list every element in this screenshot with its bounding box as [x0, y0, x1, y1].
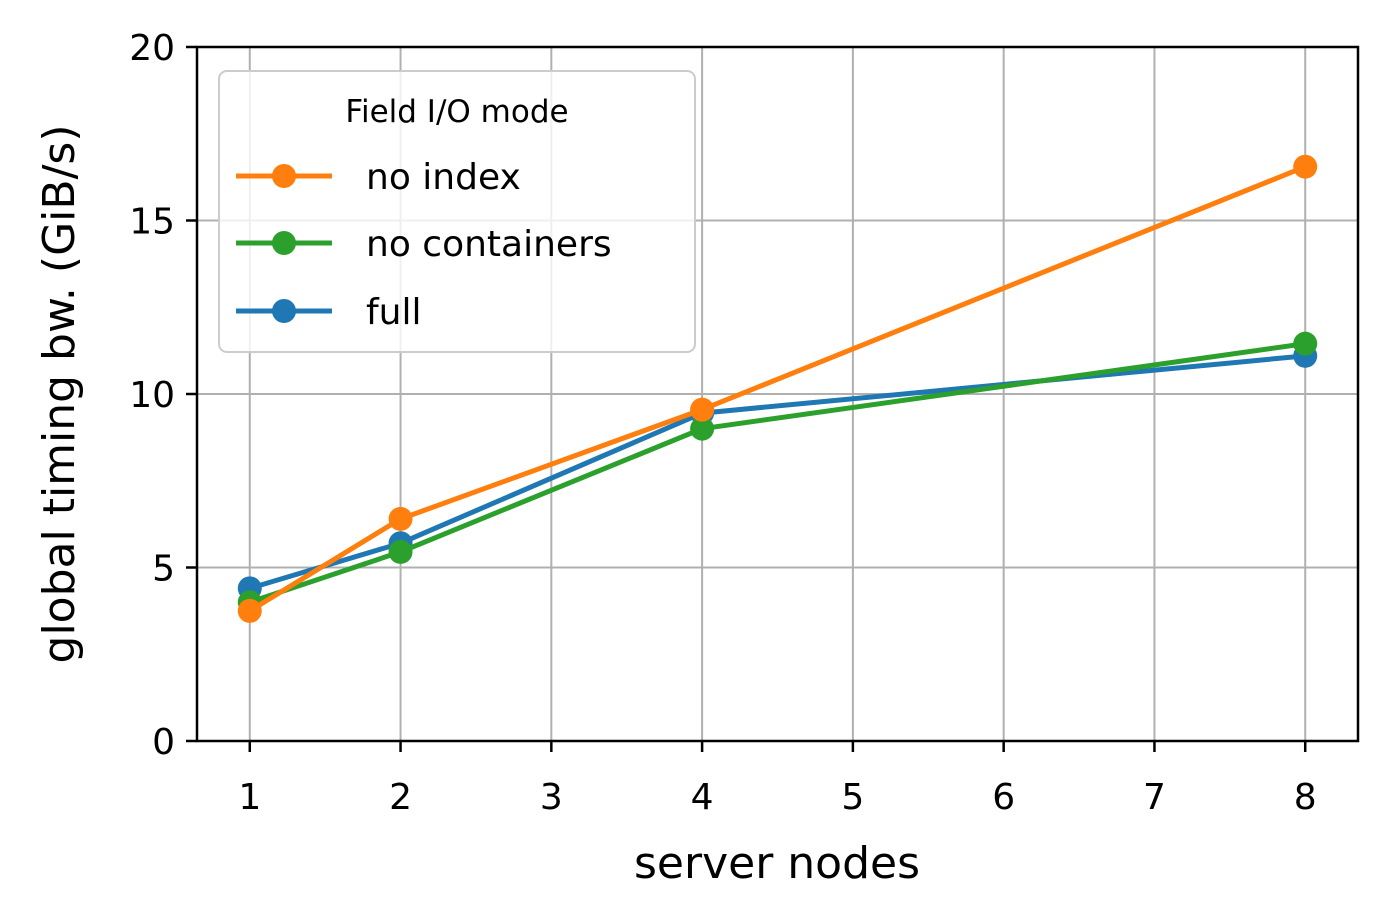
legend-label-full: full [366, 292, 422, 333]
y-tick-label: 20 [129, 28, 175, 69]
x-tick-label: 5 [841, 777, 864, 818]
x-tick-label: 2 [389, 777, 412, 818]
legend-label-no-index: no index [366, 157, 521, 198]
series-no-index [237, 154, 1318, 623]
series-line-no-containers [248, 341, 1306, 605]
legend-label-no-containers: no containers [366, 224, 612, 265]
x-tick-label: 4 [691, 777, 714, 818]
series-line-no-index [248, 164, 1307, 614]
data-point-no-index [1293, 154, 1318, 179]
y-tick-label: 0 [152, 722, 175, 763]
x-tick-label: 3 [540, 777, 563, 818]
legend-title: Field I/O mode [345, 94, 568, 130]
y-tick-label: 10 [129, 375, 175, 416]
data-point-no-containers [388, 539, 413, 564]
legend-item-no-index: no index [236, 157, 521, 198]
data-point-no-containers [1293, 331, 1318, 356]
x-axis-title: server nodes [634, 838, 920, 889]
data-point-no-index [237, 598, 262, 623]
data-point-no-containers [690, 416, 715, 441]
data-point-no-index [690, 397, 715, 422]
data-point-no-index [388, 506, 413, 531]
legend-marker [272, 164, 296, 188]
y-tick-label: 5 [152, 549, 175, 590]
legend-item-no-containers: no containers [236, 224, 612, 265]
legend-item-full: full [236, 292, 422, 333]
x-tick-label: 1 [238, 777, 261, 818]
x-tick-label: 7 [1143, 777, 1166, 818]
x-tick-label: 6 [992, 777, 1015, 818]
axis-ticks: 1 2 3 4 5 6 7 8 0 5 10 15 20 [129, 28, 1316, 818]
legend-frame [218, 70, 696, 353]
y-tick-label: 15 [129, 202, 175, 243]
legend-marker [272, 231, 296, 255]
y-axis-title: global timing bw. (GiB/s) [34, 125, 85, 664]
legend: Field I/O mode no index no containers fu… [218, 70, 696, 353]
series-lines [237, 154, 1318, 623]
x-tick-label: 8 [1294, 777, 1317, 818]
legend-marker [272, 299, 296, 323]
